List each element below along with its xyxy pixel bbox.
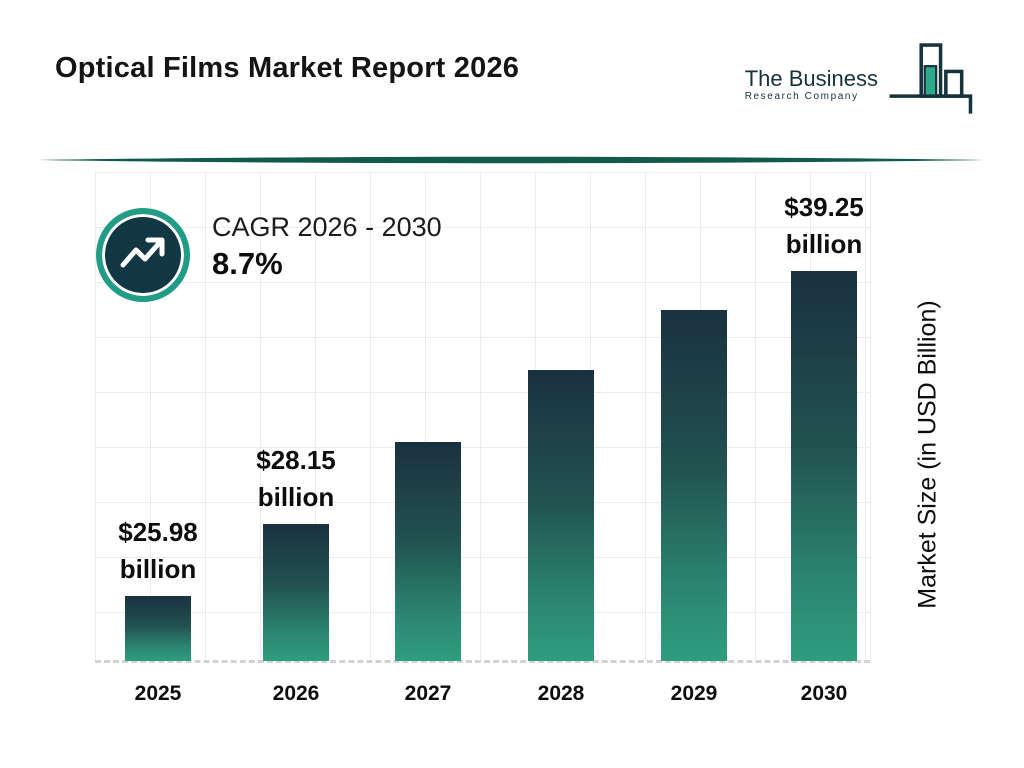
bar-value-label-2026: $28.15 billion: [256, 445, 336, 512]
bar-value-label-2030: $39.25 billion: [784, 192, 864, 259]
company-logo-text: The Business Research Company: [744, 65, 878, 103]
bar-2028: [528, 370, 594, 661]
x-tick-2026: 2026: [272, 682, 320, 705]
company-logo-name: The Business: [744, 65, 878, 91]
x-tick-2025: 2025: [134, 682, 182, 705]
x-tick-2029: 2029: [670, 682, 718, 705]
company-logo-tagline: Research Company: [744, 90, 859, 102]
cagr-text: CAGR 2026 - 2030 8.7%: [212, 208, 442, 284]
cagr-value: 8.7%: [212, 246, 283, 281]
y-axis-label: Market Size (in USD Billion): [913, 300, 942, 609]
chart-gridlines: [95, 172, 871, 661]
cagr-badge: CAGR 2026 - 2030 8.7%: [96, 208, 442, 302]
x-tick-2027: 2027: [404, 682, 452, 705]
bar-2027: [395, 442, 461, 661]
page-title: Optical Films Market Report 2026: [55, 52, 520, 84]
bar-value-label-2025: $25.98 billion: [118, 517, 198, 584]
company-logo: The Business Research Company: [745, 40, 974, 129]
bar-chart-logo-icon: [886, 40, 974, 129]
x-tick-2028: 2028: [537, 682, 585, 705]
trending-up-icon: [96, 208, 190, 302]
x-tick-2030: 2030: [800, 682, 848, 705]
cagr-label: CAGR 2026 - 2030: [212, 212, 442, 242]
bar-2025: [125, 596, 191, 661]
x-axis-baseline: [95, 660, 870, 663]
bar-2029: [661, 310, 727, 661]
bar-2026: [263, 524, 329, 661]
header-divider: [38, 152, 986, 170]
bar-2030: [791, 271, 857, 661]
